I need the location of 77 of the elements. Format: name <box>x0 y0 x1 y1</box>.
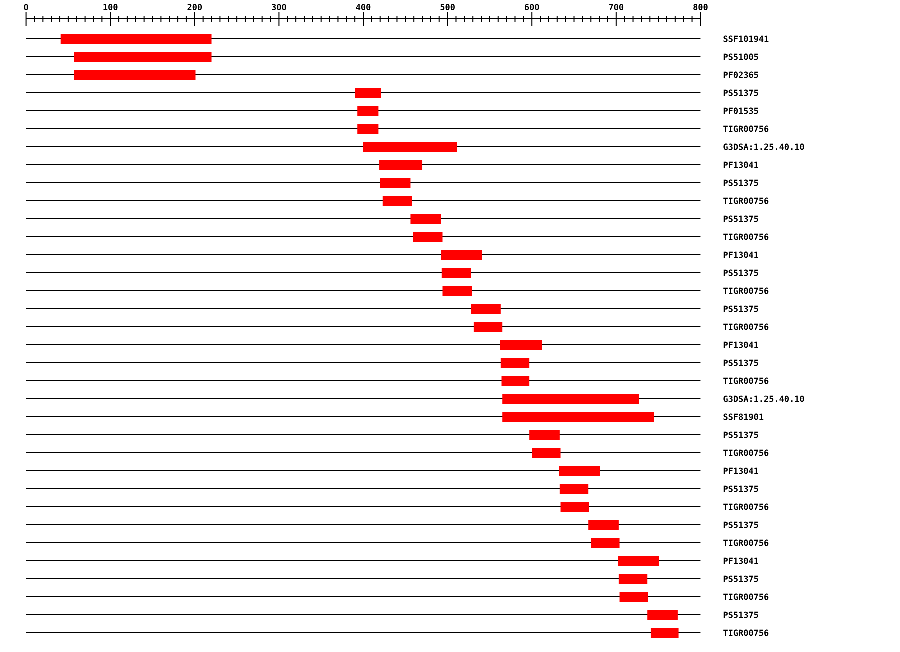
y-tick-label: SSF81901 <box>724 414 764 420</box>
bar <box>410 214 442 224</box>
bar <box>588 520 619 530</box>
bar <box>441 250 482 260</box>
y-tick-label: PS51375 <box>724 522 758 528</box>
bar <box>559 466 600 476</box>
x-tick-label: 300 <box>272 4 286 10</box>
y-tick-label: PF13041 <box>724 252 759 258</box>
bar <box>380 160 423 170</box>
y-tick-label: PS51375 <box>724 486 758 492</box>
bar <box>532 448 561 458</box>
bar <box>620 592 648 602</box>
y-tick-label: TIGR00756 <box>724 540 769 546</box>
y-tick-label: PS51375 <box>724 576 758 582</box>
x-tick-label: 100 <box>104 4 118 10</box>
y-tick-label: PS51375 <box>724 90 758 96</box>
y-tick-label: TIGR00756 <box>724 504 769 510</box>
x-tick-label: 400 <box>356 4 371 10</box>
y-tick-label: G3DSA:1.25.40.10 <box>724 396 804 402</box>
x-tick-label: 700 <box>609 4 624 10</box>
bar <box>413 232 443 242</box>
y-tick-label: TIGR00756 <box>724 630 769 636</box>
y-tick-label: SSF101941 <box>724 36 769 42</box>
bar <box>500 358 530 368</box>
y-tick-label: PS51375 <box>724 612 758 618</box>
x-tick-label: 200 <box>188 4 202 10</box>
bar <box>560 484 589 494</box>
y-tick-label: PS51005 <box>724 54 758 60</box>
bar <box>442 286 472 296</box>
bar <box>380 178 411 188</box>
y-tick-label: PS51375 <box>724 306 758 312</box>
bar <box>358 124 379 134</box>
y-tick-label: PS51375 <box>724 180 758 186</box>
y-tick-label: G3DSA:1.25.40.10 <box>724 144 804 150</box>
bar <box>502 412 654 422</box>
y-tick-label: PF13041 <box>724 558 759 564</box>
y-tick-label: TIGR00756 <box>724 594 769 600</box>
bar <box>502 376 530 386</box>
y-tick-label: TIGR00756 <box>724 234 769 240</box>
y-tick-label: PF13041 <box>724 342 759 348</box>
y-tick-label: PF13041 <box>724 162 759 168</box>
bar <box>382 196 412 206</box>
y-tick-label: PS51375 <box>724 270 758 276</box>
y-tick-label: TIGR00756 <box>724 126 769 132</box>
bar <box>500 340 542 350</box>
y-tick-label: PS51375 <box>724 360 758 366</box>
y-tick-label: PF13041 <box>724 468 759 474</box>
bar <box>364 142 458 152</box>
x-tick-label: 600 <box>525 4 540 10</box>
y-tick-label: TIGR00756 <box>724 324 769 330</box>
bar <box>618 574 648 584</box>
bar <box>471 304 501 314</box>
bar <box>648 610 678 620</box>
bar <box>442 268 472 278</box>
bar <box>530 430 560 440</box>
y-tick-label: PS51375 <box>724 432 758 438</box>
bar <box>560 502 590 512</box>
bar <box>591 538 620 548</box>
x-tick-label: 800 <box>694 4 708 10</box>
y-tick-label: PS51375 <box>724 216 758 222</box>
y-tick-label: TIGR00756 <box>724 198 769 204</box>
y-tick-label: TIGR00756 <box>724 288 769 294</box>
bar <box>618 556 660 566</box>
x-tick-label: 0 <box>24 4 28 10</box>
bar <box>502 394 640 404</box>
y-tick-label: TIGR00756 <box>724 378 769 384</box>
bar <box>74 52 212 62</box>
y-tick-label: PF02365 <box>724 72 758 78</box>
y-tick-label: TIGR00756 <box>724 450 769 456</box>
bar <box>74 70 196 80</box>
y-tick-label: PF01535 <box>724 108 758 114</box>
x-tick-label: 500 <box>440 4 455 10</box>
bar <box>355 88 382 98</box>
bar <box>650 628 679 638</box>
bar <box>358 106 379 116</box>
bar <box>474 322 503 332</box>
bar <box>60 34 212 44</box>
